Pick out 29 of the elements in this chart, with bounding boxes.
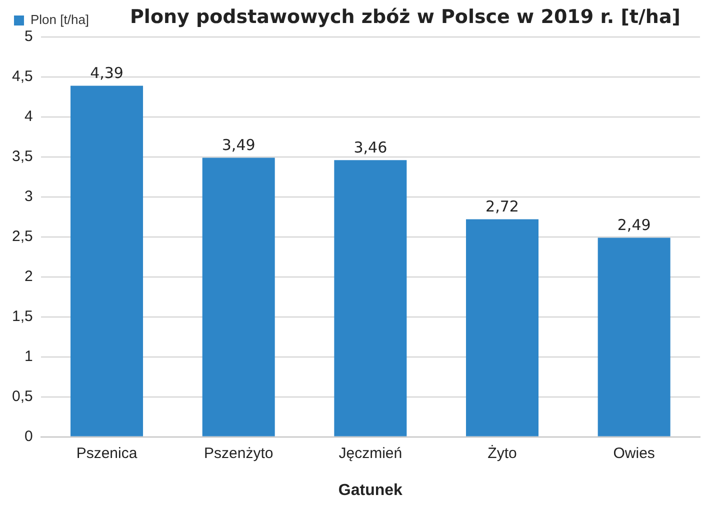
y-tick-label: 0,5 [12, 388, 33, 405]
data-label: 3,49 [222, 136, 256, 154]
y-tick-label: 3,5 [12, 148, 33, 166]
x-tick-label: Owies [613, 444, 655, 462]
bar [466, 219, 539, 436]
y-tick-label: 5 [24, 28, 33, 46]
data-label: 2,49 [617, 216, 651, 234]
bar [598, 238, 670, 436]
y-tick-label: 4 [24, 108, 33, 126]
bar [202, 158, 275, 436]
y-tick-label: 3 [24, 188, 33, 206]
y-tick-label: 1 [24, 348, 33, 365]
x-axis-title: Gatunek [338, 482, 403, 499]
y-tick-label: 0 [24, 428, 33, 445]
data-label: 4,39 [90, 64, 124, 82]
data-label: 2,72 [486, 198, 519, 216]
y-tick-label: 1,5 [12, 308, 33, 325]
bar [334, 160, 407, 436]
x-tick-label: Pszenica [76, 444, 138, 462]
chart-title: Plony podstawowych zbóż w Polsce w 2019 r. [t/ha] [130, 6, 680, 28]
legend-label: Plon [t/ha] [30, 12, 90, 28]
data-label: 3,46 [354, 138, 388, 157]
y-tick-label: 2 [24, 268, 33, 286]
x-tick-label: Żyto [488, 444, 517, 462]
x-tick-label: Pszenżyto [204, 444, 274, 462]
y-tick-label: 4,5 [12, 68, 33, 86]
x-tick-label: Jęczmień [338, 444, 402, 462]
y-tick-label: 2,5 [12, 228, 33, 246]
bar [70, 86, 144, 436]
